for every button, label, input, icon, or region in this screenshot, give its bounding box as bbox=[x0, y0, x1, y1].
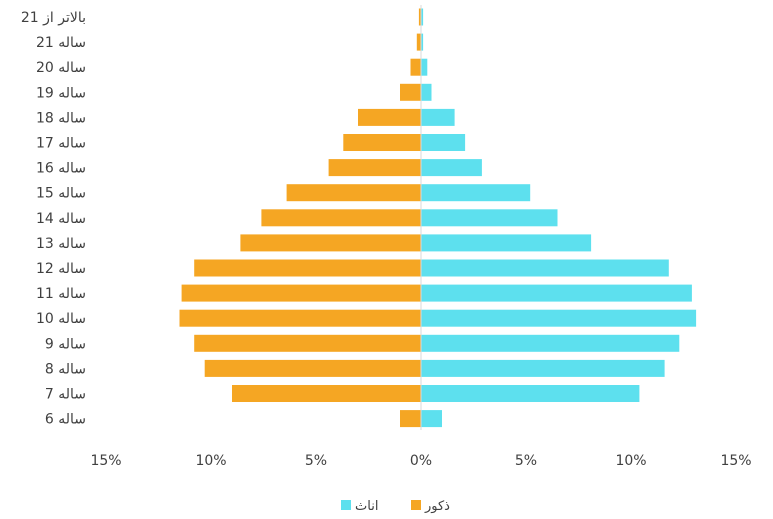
x-tick-label: 10% bbox=[615, 453, 646, 469]
bar-female-1 bbox=[421, 33, 424, 51]
x-tick-label: 15% bbox=[90, 453, 121, 469]
category-label: بالاتر از 21 bbox=[21, 10, 86, 26]
bar-female-12 bbox=[421, 309, 697, 327]
category-label: 8 ساله bbox=[45, 361, 86, 377]
bar-female-3 bbox=[421, 83, 432, 101]
bar-male-5 bbox=[343, 134, 421, 151]
bar-female-16 bbox=[421, 410, 442, 428]
bar-female-10 bbox=[421, 259, 669, 277]
category-label: 9 ساله bbox=[45, 336, 86, 352]
legend-label-female: اناث bbox=[355, 499, 378, 514]
bar-male-6 bbox=[328, 159, 421, 177]
bar-male-3 bbox=[400, 83, 421, 101]
x-tick-label: 0% bbox=[410, 453, 432, 469]
bar-male-11 bbox=[181, 284, 421, 302]
bar-female-13 bbox=[421, 334, 680, 352]
bar-male-9 bbox=[240, 234, 421, 252]
category-label: 19 ساله bbox=[36, 85, 86, 101]
x-tick-label: 5% bbox=[305, 453, 327, 469]
bar-male-10 bbox=[194, 259, 421, 277]
category-label: 14 ساله bbox=[36, 211, 86, 227]
x-tick-label: 15% bbox=[720, 453, 751, 469]
bar-male-0 bbox=[418, 8, 421, 26]
bar-female-7 bbox=[421, 184, 531, 202]
x-tick-label: 5% bbox=[515, 453, 537, 469]
legend-label-male: ذکور bbox=[424, 499, 450, 514]
category-label: 15 ساله bbox=[36, 186, 86, 202]
bar-female-15 bbox=[421, 385, 640, 402]
bar-female-4 bbox=[421, 108, 455, 126]
bars-group bbox=[179, 8, 697, 428]
category-label: 10 ساله bbox=[36, 311, 86, 327]
category-label: 6 ساله bbox=[45, 412, 86, 428]
bar-male-8 bbox=[261, 209, 421, 227]
x-tick-label: 10% bbox=[195, 453, 226, 469]
bar-female-11 bbox=[421, 284, 692, 302]
category-label: 11 ساله bbox=[36, 286, 86, 302]
category-label: 20 ساله bbox=[36, 60, 86, 76]
bar-male-14 bbox=[204, 359, 421, 377]
bar-female-9 bbox=[421, 234, 592, 252]
bar-male-13 bbox=[194, 334, 421, 352]
legend: ذکور اناث bbox=[341, 499, 450, 514]
category-label: 17 ساله bbox=[36, 136, 86, 152]
category-label: 16 ساله bbox=[36, 161, 86, 177]
category-label: 13 ساله bbox=[36, 236, 86, 252]
bar-male-2 bbox=[410, 58, 421, 76]
legend-swatch-male bbox=[411, 500, 421, 510]
category-labels: بالاتر از 21 21 ساله 20 ساله 19 ساله 18 ساله… bbox=[21, 10, 86, 428]
legend-swatch-female bbox=[341, 500, 351, 510]
bar-male-1 bbox=[416, 33, 421, 51]
bar-female-6 bbox=[421, 159, 482, 177]
category-label: 7 ساله bbox=[45, 387, 86, 403]
x-tick-labels: 15% 10% 5% 0% 5% 10% 15% bbox=[90, 453, 751, 469]
bar-male-12 bbox=[179, 309, 421, 327]
bar-female-2 bbox=[421, 58, 428, 76]
category-label: 21 ساله bbox=[36, 35, 86, 51]
bar-male-15 bbox=[232, 385, 421, 402]
bar-male-7 bbox=[286, 184, 421, 202]
bar-female-8 bbox=[421, 209, 558, 227]
bar-male-16 bbox=[400, 410, 421, 428]
bar-female-0 bbox=[421, 8, 424, 26]
category-label: 18 ساله bbox=[36, 110, 86, 126]
bar-male-4 bbox=[358, 108, 421, 126]
bar-female-14 bbox=[421, 359, 665, 377]
category-label: 12 ساله bbox=[36, 261, 86, 277]
bar-female-5 bbox=[421, 134, 466, 151]
